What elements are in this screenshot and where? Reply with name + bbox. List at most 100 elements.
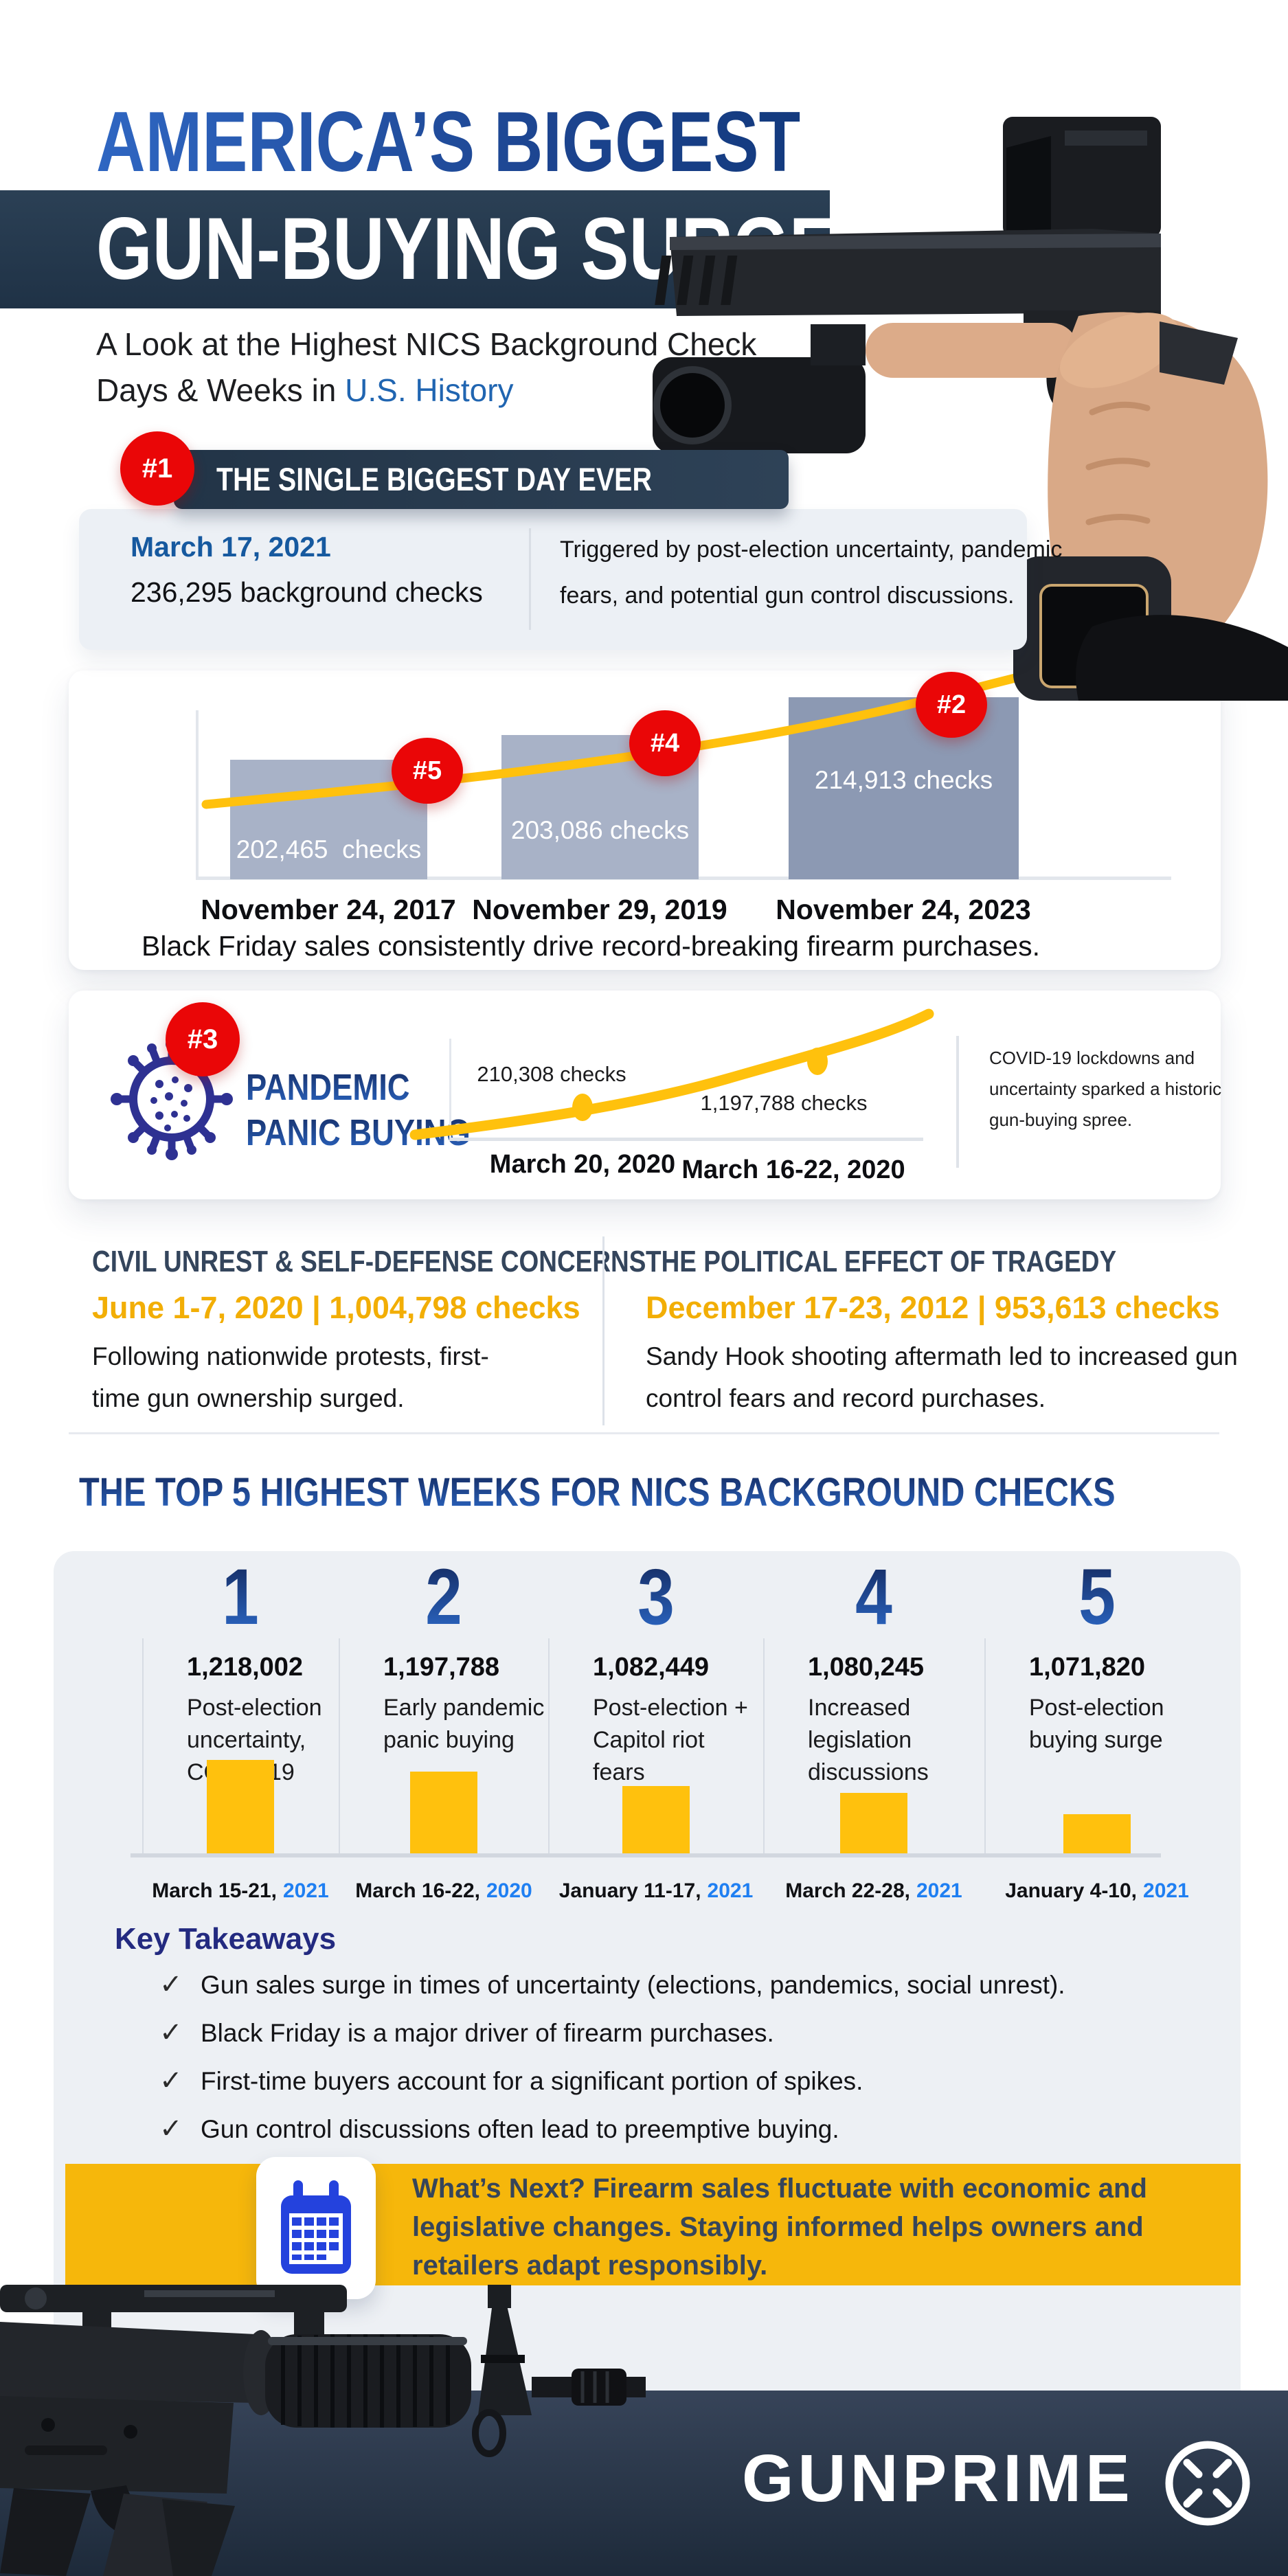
top5-rank-3: 3: [637, 1553, 675, 1641]
top5-desc-5: Post-election buying surge: [1029, 1695, 1164, 1753]
event-tragedy-title: THE POLITICAL EFFECT OF TRAGEDY: [646, 1245, 1117, 1278]
bf-bar-2023-label: 214,913 checks: [814, 766, 993, 794]
check-icon: ✓: [159, 2114, 183, 2144]
top5-date-3: January 11-17, 2021: [558, 1879, 754, 1902]
top5-bar-1: [207, 1760, 274, 1855]
brand-logo-text: GUNPRIME: [742, 2441, 1134, 2516]
page-title-line1-text: AMERICA’S BIGGEST: [96, 95, 801, 190]
top5-date-1: March 15-21, 2021: [152, 1879, 329, 1902]
single-day-description: Triggered by post-election uncertainty, …: [560, 536, 1063, 609]
single-day-value: 236,295 background checks: [131, 576, 483, 608]
top5-value-4: 1,080,245: [808, 1653, 925, 1682]
bf-caption: Black Friday sales consistently drive re…: [142, 930, 1040, 962]
top5-value-5: 1,071,820: [1029, 1653, 1146, 1682]
bf-date-2017: November 24, 2017: [201, 894, 456, 925]
event-tragedy-description: Sandy Hook shooting aftermath led to inc…: [646, 1342, 1238, 1412]
pandemic-baseline: [449, 1138, 923, 1141]
bf-y-axis: [196, 710, 199, 879]
top5-bar-3: [622, 1786, 690, 1855]
rifle-photo-illustration: [0, 2285, 646, 2576]
upper-receiver: [0, 2322, 256, 2403]
takeaways-heading: Key Takeaways: [115, 1922, 337, 1956]
pandemic-y-axis: [449, 1039, 451, 1139]
pistol-photo-illustration: [653, 117, 1288, 701]
pistol-grip-top: [1160, 321, 1238, 385]
single-day-header-bar: THE SINGLE BIGGEST DAY EVER: [174, 450, 789, 509]
takeaway-item: ✓ Black Friday is a major driver of firea…: [159, 2018, 774, 2048]
takeaway-item: ✓ Gun sales surge in times of uncertainty…: [159, 1969, 1065, 2000]
top5-date-5: January 4-10, 2021: [1005, 1879, 1189, 1902]
top5-desc-2: Early pandemic panic buying: [383, 1695, 545, 1753]
black-friday-card: 202,465 checks 203,086 checks 214,913 ch…: [69, 670, 1221, 970]
subtitle-line1: A Look at the Highest NICS Background Ch…: [96, 326, 757, 362]
events-divider: [602, 1236, 605, 1425]
check-icon: ✓: [159, 2066, 183, 2096]
top5-heading: THE TOP 5 HIGHEST WEEKS FOR NICS BACKGRO…: [79, 1470, 1116, 1515]
top5-bar-2: [410, 1772, 477, 1855]
rank-badge-3: #3: [166, 1002, 240, 1076]
event-civil-description: Following nationwide protests, first- ti…: [92, 1342, 489, 1412]
top5-rank-2: 2: [425, 1553, 462, 1641]
thumb: [1059, 313, 1180, 388]
sling-swivel: [472, 2409, 506, 2457]
index-finger: [866, 323, 1078, 378]
sleeve: [1076, 615, 1288, 701]
pandemic-point2-date: March 16-22, 2020: [681, 1155, 905, 1184]
top5-desc-1: Post-election uncertainty, COVID-19: [187, 1695, 322, 1785]
top5-desc-4: Increased legislation discussions: [808, 1695, 929, 1785]
top5-separator: [339, 1638, 340, 1857]
section-rule: [69, 1432, 1219, 1434]
check-icon: ✓: [159, 1969, 183, 2000]
single-day-date: March 17, 2021: [131, 531, 331, 563]
top5-separator: [548, 1638, 550, 1857]
bf-bar-2017-label: 202,465 checks: [236, 835, 422, 863]
top5-separator: [142, 1638, 144, 1857]
top5-separator: [984, 1638, 986, 1857]
pandemic-point1-label: 210,308 checks: [477, 1062, 626, 1086]
pandemic-divider: [956, 1036, 959, 1168]
rank-badge-5: #5: [392, 738, 463, 804]
pandemic-point-1: [572, 1094, 593, 1121]
lower-receiver: [0, 2396, 234, 2494]
bf-date-2019: November 29, 2019: [472, 894, 727, 925]
rank-badge-1: #1: [120, 431, 194, 506]
top5-card: 1 2 3 4 5 1,218,002 1,197,788 1,082,449 …: [54, 1551, 1241, 2391]
calendar-icon: [281, 2180, 351, 2274]
bf-bar-2019-label: 203,086 checks: [510, 816, 690, 844]
pandemic-description: COVID-19 lockdowns and uncertainty spark…: [989, 1048, 1222, 1130]
handguard: [265, 2334, 471, 2428]
top5-value-1: 1,218,002: [187, 1653, 304, 1682]
single-day-heading: THE SINGLE BIGGEST DAY EVER: [216, 461, 653, 497]
top5-rank-4: 4: [855, 1553, 892, 1641]
single-day-card: March 17, 2021 236,295 background checks…: [79, 509, 1062, 650]
pandemic-point-2: [807, 1048, 828, 1075]
pandemic-point1-date: March 20, 2020: [489, 1150, 676, 1179]
top5-separator: [763, 1638, 765, 1857]
top5-date-2: March 16-22, 2020: [355, 1879, 532, 1902]
takeaway-item: ✓ First-time buyers account for a signifi…: [159, 2066, 863, 2096]
muzzle-device: [572, 2369, 626, 2406]
pistol-grip: [0, 2488, 91, 2576]
event-tragedy-stat: December 17-23, 2012 | 953,613 checks: [646, 1290, 1220, 1325]
top5-bar-5: [1063, 1814, 1131, 1855]
top5-baseline: [131, 1853, 1161, 1857]
top5-desc-3: Post-election + Capitol riot fears: [593, 1695, 748, 1785]
check-icon: ✓: [159, 2018, 183, 2048]
calendar-icon-tile: [256, 2157, 376, 2299]
pistol-slide: [670, 229, 1161, 316]
event-civil-title: CIVIL UNREST & SELF-DEFENSE CONCERNS: [92, 1245, 646, 1278]
banner-text: What’s Next? Firearm sales fluctuate wit…: [412, 2173, 1147, 2281]
rank-badge-4: #4: [629, 710, 701, 776]
top5-bar-4: [840, 1793, 907, 1855]
pandemic-line: [409, 1008, 934, 1140]
subtitle-line2: Days & Weeks in U.S. History: [96, 372, 514, 408]
top5-value-2: 1,197,788: [383, 1653, 500, 1682]
subtitle: A Look at the Highest NICS Background Ch…: [96, 321, 756, 414]
pandemic-point2-label: 1,197,788 checks: [700, 1091, 868, 1115]
event-civil-stat: June 1-7, 2020 | 1,004,798 checks: [92, 1290, 580, 1325]
page-title-line1: AMERICA’S BIGGEST: [96, 98, 976, 187]
scope-logo-icon: [1165, 2441, 1250, 2526]
top5-rank-1: 1: [222, 1553, 259, 1641]
top5-rank-5: 5: [1078, 1553, 1116, 1641]
